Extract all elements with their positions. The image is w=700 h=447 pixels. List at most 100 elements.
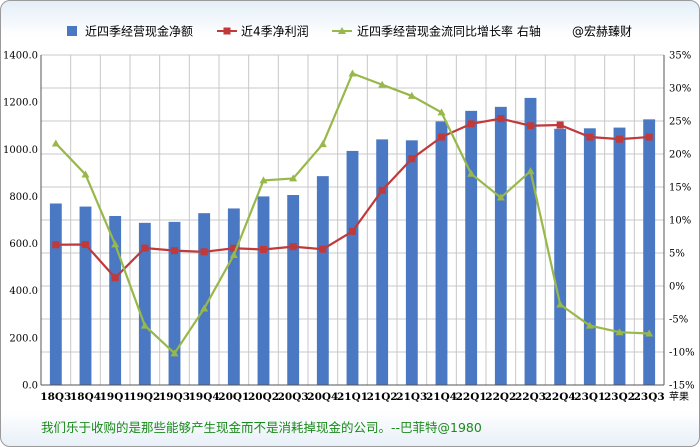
x-axis-tick: 22Q3 xyxy=(515,391,546,403)
x-axis-tick: 23Q3 xyxy=(634,391,665,403)
point-marker xyxy=(289,174,298,182)
x-axis-tick: 23Q1 xyxy=(574,391,605,403)
point-marker xyxy=(349,227,356,235)
left-axis-tick: 1400.0 xyxy=(3,51,38,62)
point-marker xyxy=(378,186,386,194)
point-marker xyxy=(318,140,327,148)
point-marker xyxy=(645,133,653,141)
left-axis-tick: 1200.0 xyxy=(3,98,38,109)
right-axis-tick: 10% xyxy=(669,216,691,227)
legend-watermark: @宏赫臻财 xyxy=(572,24,632,39)
legend-label: 近4季净利润 xyxy=(241,25,309,39)
right-axis-tick: 5% xyxy=(669,249,685,260)
right-axis-tick: 35% xyxy=(669,51,691,62)
point-marker xyxy=(408,155,416,163)
legend-marker xyxy=(338,27,346,34)
right-axis-tick: -10% xyxy=(669,348,695,359)
x-axis-tick: 20Q4 xyxy=(307,391,338,403)
legend: 近四季经营现金净额 近4季净利润 近四季经营现金流同比增长率 右轴 @宏赫臻财 xyxy=(67,24,632,39)
right-axis-tick: 15% xyxy=(669,183,691,194)
bar xyxy=(405,140,418,385)
bar xyxy=(168,221,181,385)
footer-quote: 我们乐于收购的是那些能够产生现金而不是消耗掉现金的公司。--巴菲特@1980 xyxy=(41,420,482,435)
point-marker xyxy=(348,69,357,77)
bar-series xyxy=(49,97,656,386)
legend-label: 近四季经营现金净额 xyxy=(85,24,193,39)
bar xyxy=(257,196,270,385)
right-axis-tick: 20% xyxy=(669,150,691,161)
point-marker xyxy=(171,247,178,255)
x-axis-tick: 21Q1 xyxy=(337,391,368,403)
bar xyxy=(198,213,211,385)
point-marker xyxy=(556,300,565,308)
point-marker xyxy=(82,241,89,249)
point-marker xyxy=(111,274,119,282)
point-marker xyxy=(140,321,149,329)
legend-swatch xyxy=(67,26,77,36)
x-axis-tick: 19Q2 xyxy=(129,391,160,403)
x-axis-tick: 20Q1 xyxy=(218,391,249,403)
right-axis-tick: 25% xyxy=(669,117,691,128)
x-axis-tick: 22Q4 xyxy=(545,391,576,403)
x-axis-tick: 22Q1 xyxy=(456,391,487,403)
point-marker xyxy=(260,245,267,253)
point-marker xyxy=(141,244,149,252)
legend-marker xyxy=(223,27,231,35)
bar xyxy=(643,119,656,385)
x-axis-tick: 21Q3 xyxy=(396,391,427,403)
x-axis-tick: 19Q1 xyxy=(100,391,131,403)
point-marker xyxy=(111,240,120,248)
x-axis-tick: 22Q2 xyxy=(485,391,516,403)
bar xyxy=(524,97,537,386)
bar xyxy=(49,203,62,385)
bar xyxy=(435,121,448,385)
point-marker xyxy=(556,121,564,129)
x-axis-tick: 23Q2 xyxy=(604,391,635,403)
x-axis-tick: 21Q2 xyxy=(367,391,398,403)
point-marker xyxy=(200,304,209,312)
point-marker xyxy=(230,244,238,252)
point-marker xyxy=(526,167,535,175)
point-marker xyxy=(229,250,238,258)
x-axis-tick: 19Q4 xyxy=(189,391,220,403)
point-marker xyxy=(407,91,416,99)
bar xyxy=(109,215,122,385)
right-axis-tick: 30% xyxy=(669,84,691,95)
x-axis-tick: 18Q3 xyxy=(40,391,71,403)
point-marker xyxy=(586,133,594,141)
left-axis-tick: 600.0 xyxy=(9,239,38,250)
point-marker xyxy=(467,120,475,128)
x-axis-tick: 19Q3 xyxy=(159,391,190,403)
bar xyxy=(287,195,300,385)
x-axis-tick: 20Q2 xyxy=(248,391,279,403)
point-marker xyxy=(467,169,476,177)
legend-label: 近四季经营现金流同比增长率 右轴 xyxy=(357,24,541,39)
bar xyxy=(494,106,507,385)
x-axis-tick: 20Q3 xyxy=(278,391,309,403)
point-marker xyxy=(52,241,60,249)
point-marker xyxy=(378,80,387,88)
x-axis-tick: 18Q4 xyxy=(70,391,101,403)
x-axis-unit: 苹果 xyxy=(669,390,689,403)
point-marker xyxy=(496,193,505,201)
point-marker xyxy=(259,176,268,184)
point-marker xyxy=(51,139,60,147)
point-marker xyxy=(616,135,623,143)
axes: -15% -10% -5% 0% 5% 10% 15% 20% 25% 30% 35% 0.0 200.… xyxy=(3,51,695,404)
left-axis-tick: 400.0 xyxy=(9,286,38,297)
bar xyxy=(583,128,596,386)
bar xyxy=(376,139,389,385)
point-marker xyxy=(585,321,594,329)
point-marker xyxy=(438,133,445,141)
point-marker xyxy=(81,170,90,178)
point-marker xyxy=(615,328,624,336)
left-axis-tick: 200.0 xyxy=(9,333,38,344)
bar xyxy=(613,127,626,385)
left-axis-tick: 1000.0 xyxy=(3,145,38,156)
right-axis-tick: 0% xyxy=(669,282,685,293)
bar xyxy=(138,222,151,385)
bar xyxy=(79,206,92,385)
left-axis-tick: 800.0 xyxy=(9,192,38,203)
bar xyxy=(465,110,478,385)
